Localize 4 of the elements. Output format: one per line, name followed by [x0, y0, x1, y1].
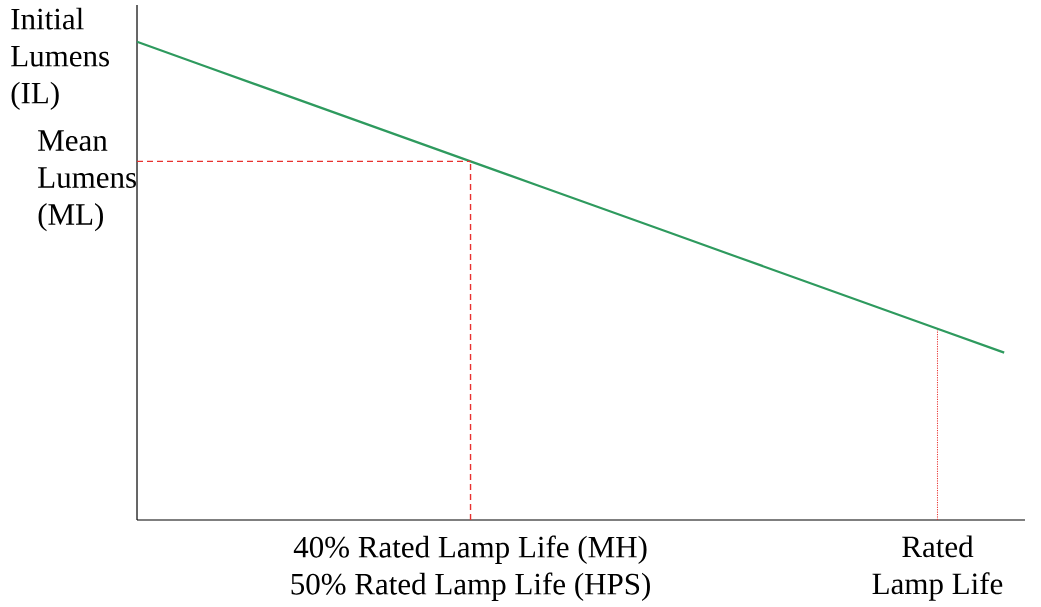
x-tick-label: 40% Rated Lamp Life (MH) 50% Rated Lamp Life (HPS) — [291, 535, 650, 601]
text: Initial Lumens (IL) — [11, 7, 109, 110]
x-tick-label: Rated Lamp Life — [872, 535, 1003, 601]
text: Mean Lumens (ML) — [38, 130, 136, 232]
